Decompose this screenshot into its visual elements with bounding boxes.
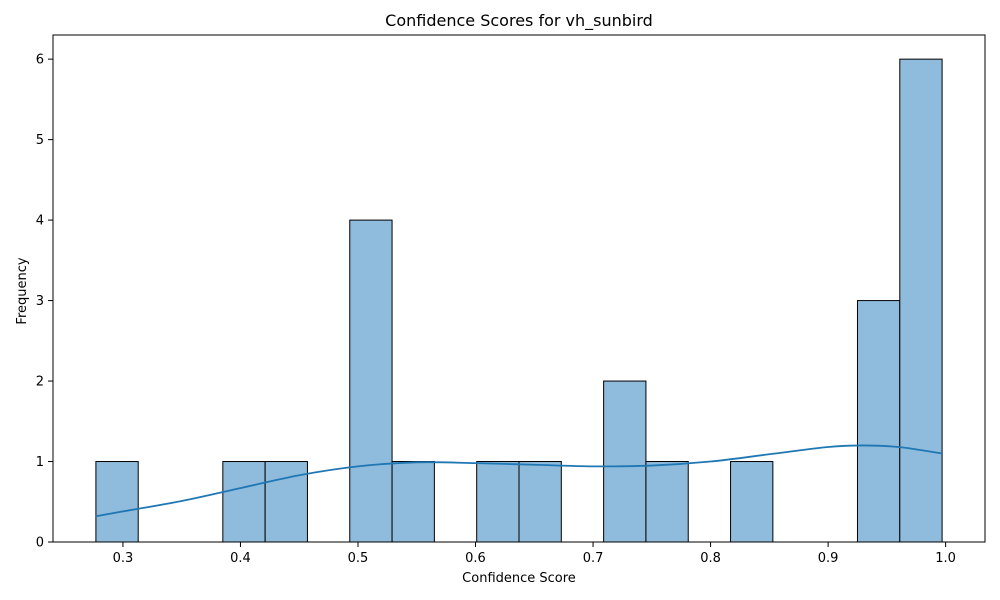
plot-frame [52,34,986,543]
y-tick-label: 1 [36,455,44,470]
histogram-bar-15 [730,461,774,543]
y-tick-label: 3 [36,294,44,309]
histogram-bar-19 [899,58,943,543]
histogram-bar-18 [856,300,901,543]
kde-curve [95,444,943,518]
x-tick-label: 1.0 [935,551,956,566]
y-tick-label: 4 [36,214,44,229]
y-axis-ticks: 0 1 2 3 4 5 6 [36,53,53,551]
x-tick-label: 0.3 [113,551,134,566]
y-tick-label: 6 [36,53,44,68]
x-tick-label: 0.5 [348,551,369,566]
axes-layer [52,34,986,543]
x-tick-label: 0.6 [465,551,486,566]
histogram-bar-10 [518,461,562,543]
bars-layer [95,58,943,543]
chart-title: Confidence Scores for vh_sunbird [385,11,653,31]
x-tick-label: 0.7 [583,551,604,566]
histogram-bar-9 [476,461,520,543]
x-tick-label: 0.8 [700,551,721,566]
histogram-bar-13 [645,461,689,543]
histogram-bar-7 [391,461,435,543]
histogram-bar-12 [603,380,647,543]
y-tick-label: 5 [36,133,44,148]
x-axis-ticks: 0.3 0.4 0.5 0.6 0.7 0.8 0.9 1.0 [113,542,956,566]
y-axis-label: Frequency [15,257,30,324]
histogram-bar-0 [95,461,139,543]
x-tick-label: 0.9 [818,551,839,566]
histogram-bar-4 [264,461,308,543]
y-tick-label: 2 [36,375,44,390]
x-axis-label: Confidence Score [462,571,576,586]
histogram-bar-3 [222,461,266,543]
x-tick-label: 0.4 [230,551,251,566]
y-tick-label: 0 [36,536,44,551]
histogram-bar-6 [349,219,393,543]
